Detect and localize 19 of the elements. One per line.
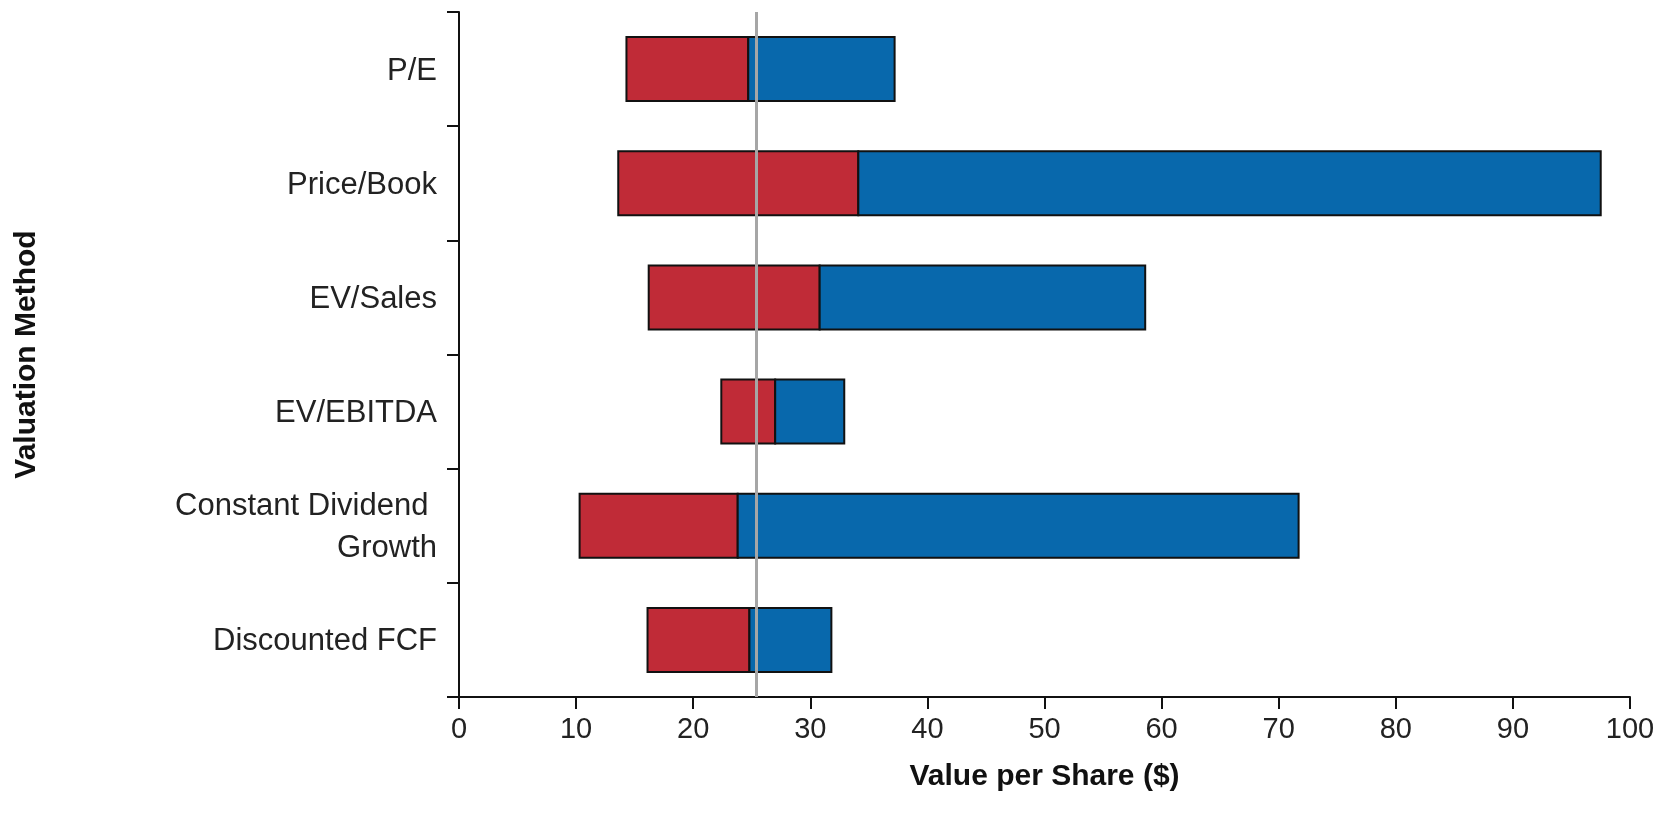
y-tick-label: EV/EBITDA	[275, 394, 438, 430]
x-tick-label: 0	[450, 711, 468, 744]
x-tick-label: 60	[1145, 711, 1178, 744]
x-tick-label: 20	[677, 711, 710, 744]
y-tick-label: Discounted FCF	[213, 622, 437, 658]
y-tick-label: P/E	[387, 51, 437, 87]
y-tick-label: Constant Dividend Growth	[175, 487, 437, 565]
x-axis-title: Value per Share ($)	[909, 757, 1180, 791]
y-tick-label: EV/Sales	[309, 279, 437, 315]
y-tick-label: Price/Book	[287, 165, 438, 201]
x-tick-label: 100	[1605, 711, 1655, 744]
x-tick-label: 50	[1028, 711, 1061, 744]
y-axis-title: Valuation Method	[7, 230, 41, 479]
x-tick-label: 70	[1262, 711, 1295, 744]
x-tick-label: 10	[559, 711, 593, 744]
x-tick-label: 40	[911, 711, 944, 744]
x-tick-label: 90	[1496, 711, 1530, 744]
x-tick-label: 80	[1379, 711, 1412, 744]
x-tick-label: 30	[794, 711, 827, 744]
